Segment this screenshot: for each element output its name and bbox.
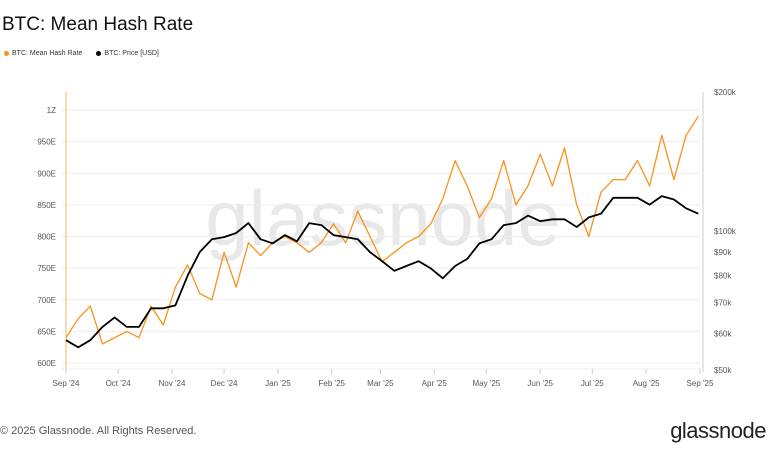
y-right-tick-label: $70k — [714, 299, 732, 308]
x-tick-label: Apr '25 — [422, 379, 448, 388]
y-left-tick-label: 700E — [37, 296, 56, 305]
legend-label: BTC: Mean Hash Rate — [12, 50, 83, 57]
y-right-tick-label: $60k — [714, 329, 732, 338]
y-right-tick-label: $100k — [714, 227, 737, 236]
legend-label: BTC: Price [USD] — [104, 50, 159, 57]
y-right-tick-label: $90k — [714, 248, 732, 257]
y-left-tick-label: 800E — [37, 233, 56, 242]
y-right-tick-label: $50k — [714, 366, 732, 375]
x-tick-label: Mar '25 — [367, 379, 394, 388]
legend-item-price[interactable]: BTC: Price [USD] — [96, 50, 159, 57]
legend-dot-icon — [4, 51, 9, 56]
x-tick-label: Aug '25 — [633, 379, 660, 388]
x-tick-label: Sep '24 — [53, 379, 80, 388]
y-left-tick-label: 950E — [37, 138, 56, 147]
price-line — [65, 195, 699, 349]
y-right-tick-label: $80k — [714, 272, 732, 281]
watermark: glassnode — [205, 174, 561, 262]
x-tick-label: Jun '25 — [527, 379, 553, 388]
legend-item-hash-rate[interactable]: BTC: Mean Hash Rate — [4, 50, 82, 57]
legend-dot-icon — [96, 51, 102, 56]
copyright: © 2025 Glassnode. All Rights Reserved. — [0, 425, 197, 437]
glassnode-logo: glassnode — [670, 418, 766, 443]
y-left-tick-label: 750E — [37, 264, 56, 273]
chart-title: BTC: Mean Hash Rate — [2, 14, 194, 35]
y-left-tick-label: 900E — [37, 169, 56, 178]
legend: BTC: Mean Hash Rate BTC: Price [USD] — [4, 50, 159, 57]
x-tick-label: Jan '25 — [265, 379, 291, 388]
x-tick-label: May '25 — [472, 379, 500, 388]
y-left-tick-label: 600E — [37, 359, 56, 368]
x-tick-label: Feb '25 — [319, 379, 346, 388]
x-tick-label: Nov '24 — [159, 379, 186, 388]
y-left-tick-label: 850E — [37, 201, 56, 210]
x-tick-label: Jul '25 — [581, 379, 604, 388]
x-tick-label: Dec '24 — [211, 379, 238, 388]
y-left-tick-label: 1Z — [47, 106, 56, 115]
x-tick-label: Sep '25 — [687, 379, 714, 388]
y-right-tick-label: $200k — [714, 88, 737, 97]
x-tick-label: Oct '24 — [106, 379, 132, 388]
y-left-tick-label: 650E — [37, 327, 56, 336]
